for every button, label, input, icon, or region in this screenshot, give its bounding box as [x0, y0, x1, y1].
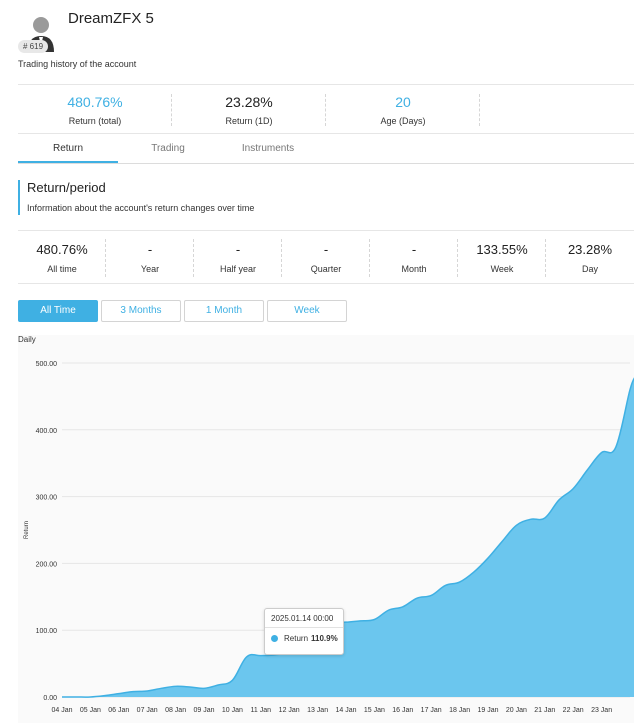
- period-half-year: - Half year: [194, 231, 282, 283]
- return-area-chart[interactable]: 0.00 100.00 200.00 300.00 400.00 500.00 04 Jan…: [18, 335, 634, 723]
- x-tick-label: 16 Jan: [392, 707, 413, 714]
- kpi-value: 23.28%: [225, 94, 273, 110]
- x-tick-label: 08 Jan: [165, 707, 186, 714]
- period-label: Quarter: [310, 264, 342, 274]
- chart-tooltip: 2025.01.14 00:00 Return 110.9%: [264, 608, 344, 655]
- x-tick-label: 18 Jan: [449, 707, 470, 714]
- tooltip-series: Return: [284, 634, 309, 643]
- y-tick-label: 400.00: [36, 428, 58, 435]
- kpi-value: [480, 94, 634, 112]
- filter-all-time-button[interactable]: All Time: [18, 300, 98, 322]
- y-tick-label: 300.00: [36, 495, 58, 502]
- x-tick-label: 05 Jan: [80, 707, 101, 714]
- return-line: [61, 377, 634, 698]
- y-tick-label: 200.00: [36, 561, 58, 568]
- period-quarter: - Quarter: [282, 231, 370, 283]
- x-tick-label: 17 Jan: [421, 707, 442, 714]
- period-month: - Month: [370, 231, 458, 283]
- return-area: [62, 378, 634, 698]
- tab-trading[interactable]: Trading: [151, 143, 185, 154]
- account-name: DreamZFX 5: [68, 10, 154, 27]
- tooltip-body: Return 110.9%: [265, 628, 343, 643]
- period-label: All time: [47, 264, 77, 274]
- period-day: 23.28% Day: [546, 231, 634, 283]
- x-tick-label: 04 Jan: [51, 707, 72, 714]
- period-value: -: [147, 242, 153, 257]
- kpi-value: 20: [395, 94, 411, 110]
- period-value: 133.55%: [476, 242, 528, 257]
- section-description: Information about the account's return c…: [27, 203, 255, 213]
- x-tick-label: 10 Jan: [222, 707, 243, 714]
- tab-instruments[interactable]: Instruments: [241, 143, 295, 154]
- section-title: Return/period: [27, 180, 106, 195]
- x-tick-label: 19 Jan: [477, 707, 498, 714]
- tab-bar: Return Trading Instruments: [18, 135, 634, 164]
- x-tick-label: 22 Jan: [563, 707, 584, 714]
- kpi-return-1d: 23.28% Return (1D): [172, 85, 326, 133]
- series-dot-icon: [271, 635, 278, 642]
- kpi-return-total: 480.76% Return (total): [18, 85, 172, 133]
- y-tick-label: 0.00: [43, 695, 57, 702]
- rank-badge: # 619: [18, 40, 49, 53]
- chart-caption: Daily: [18, 335, 36, 344]
- y-axis-label: Return: [24, 521, 30, 539]
- filter-1-month-button[interactable]: 1 Month: [184, 300, 264, 322]
- period-value: 480.76%: [36, 242, 88, 257]
- x-tick-label: 21 Jan: [534, 707, 555, 714]
- x-tick-label: 12 Jan: [279, 707, 300, 714]
- kpi-label: Age (Days): [380, 116, 426, 126]
- kpi-value: 480.76%: [67, 94, 123, 110]
- tab-return[interactable]: Return: [18, 135, 118, 163]
- x-tick-label: 23 Jan: [591, 707, 612, 714]
- kpi-age: 20 Age (Days): [326, 85, 480, 133]
- y-tick-label: 500.00: [36, 361, 58, 368]
- period-label: Half year: [219, 264, 256, 274]
- y-tick-label: 100.00: [36, 628, 58, 635]
- x-tick-label: 20 Jan: [506, 707, 527, 714]
- x-tick-label: 06 Jan: [108, 707, 129, 714]
- period-label: Day: [581, 264, 598, 274]
- x-tick-label: 07 Jan: [137, 707, 158, 714]
- account-header: # 619 DreamZFX 5 Trading history of the …: [18, 8, 628, 70]
- period-week: 133.55% Week: [458, 231, 546, 283]
- time-range-filters: All Time 3 Months 1 Month Week: [18, 300, 347, 322]
- kpi-label: Return (total): [68, 116, 122, 126]
- section-header: Return/period Information about the acco…: [18, 180, 318, 215]
- account-subtitle: Trading history of the account: [18, 59, 137, 69]
- x-tick-label: 11 Jan: [251, 707, 272, 714]
- period-value: -: [323, 242, 329, 257]
- x-tick-label: 15 Jan: [364, 707, 385, 714]
- x-tick-label: 13 Jan: [307, 707, 328, 714]
- x-tick-label: 14 Jan: [335, 707, 356, 714]
- filter-3-months-button[interactable]: 3 Months: [101, 300, 181, 322]
- period-label: Year: [140, 264, 160, 274]
- kpi-row: 480.76% Return (total) 23.28% Return (1D…: [18, 84, 634, 134]
- period-value: -: [235, 242, 241, 257]
- period-label: Month: [401, 264, 427, 274]
- return-chart: 0.00 100.00 200.00 300.00 400.00 500.00 04 Jan…: [18, 335, 634, 723]
- period-all-time: 480.76% All time: [18, 231, 106, 283]
- period-label: Week: [490, 264, 514, 274]
- kpi-empty: [480, 85, 634, 133]
- kpi-label: Return (1D): [225, 116, 273, 126]
- x-tick-label: 09 Jan: [193, 707, 214, 714]
- period-value: 23.28%: [567, 242, 613, 257]
- period-year: - Year: [106, 231, 194, 283]
- tooltip-date: 2025.01.14 00:00: [265, 609, 343, 628]
- tooltip-value: 110.9%: [311, 634, 338, 643]
- filter-week-button[interactable]: Week: [267, 300, 347, 322]
- period-value: -: [411, 242, 417, 257]
- period-stats: 480.76% All time - Year - Half year - Qu…: [18, 230, 634, 284]
